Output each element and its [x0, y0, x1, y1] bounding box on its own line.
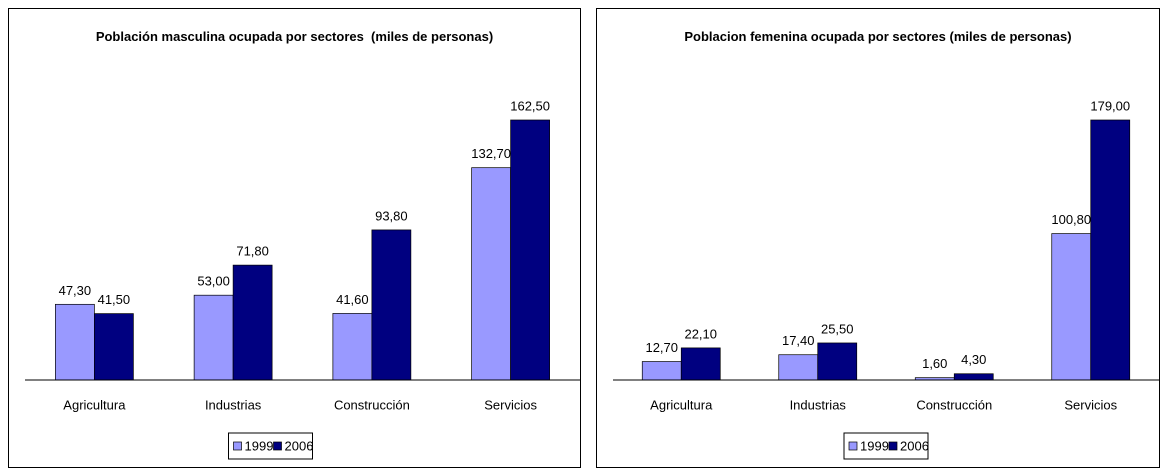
legend-box [228, 432, 313, 460]
data-label: 1,60 [922, 356, 947, 371]
chart: Agricultura 12,70 22,10 Industrias 17,40 25,5… [613, 98, 1159, 460]
bar [817, 342, 858, 381]
chart: Agricultura 47,30 41,50 Industrias 53,00 71,8… [25, 98, 580, 460]
chart-panel: Población masculina ocupada por sectores… [8, 8, 581, 468]
bar [193, 294, 234, 381]
chart-title: Población masculina ocupada por sectores… [95, 29, 494, 44]
legend-swatch [888, 441, 898, 451]
data-label: 71,80 [236, 244, 269, 259]
bar [1051, 233, 1092, 381]
legend-label: 2006 [285, 438, 314, 453]
bar [510, 119, 550, 381]
legend-swatch [233, 441, 242, 451]
legend-label: 1999 [245, 438, 274, 453]
legend-box [843, 432, 929, 460]
data-label: 93,80 [375, 208, 408, 223]
x-tick-label: Construcción [916, 397, 992, 412]
data-label: 12,70 [645, 340, 678, 355]
data-label: 132,70 [471, 146, 511, 161]
x-tick-label: Servicios [484, 397, 537, 412]
legend-swatch [273, 441, 282, 451]
x-tick-label: Industrias [790, 397, 847, 412]
bar [232, 264, 273, 381]
bar [953, 373, 994, 381]
chart-title: Poblacion femenina ocupada por sectores … [684, 29, 1072, 44]
data-label: 162,50 [510, 98, 550, 113]
legend-label: 2006 [900, 438, 929, 453]
bar [371, 229, 412, 381]
bar [471, 167, 511, 381]
data-label: 179,00 [1090, 98, 1130, 113]
bar [680, 347, 721, 381]
data-label: 41,60 [336, 292, 369, 307]
x-tick-label: Agricultura [63, 397, 126, 412]
bar [1090, 119, 1131, 381]
data-label: 4,30 [961, 352, 986, 367]
data-label: 22,10 [684, 326, 717, 341]
bar [332, 313, 373, 381]
x-tick-label: Construcción [334, 397, 410, 412]
legend-swatch [848, 441, 858, 451]
data-label: 100,80 [1051, 212, 1091, 227]
bar [641, 361, 682, 381]
data-label: 41,50 [98, 292, 131, 307]
chart-panel: Poblacion femenina ocupada por sectores … [596, 8, 1160, 468]
data-label: 53,00 [197, 274, 230, 289]
data-label: 25,50 [821, 321, 854, 336]
bar [55, 303, 95, 381]
bar [778, 354, 819, 381]
data-label: 47,30 [59, 283, 92, 298]
legend-label: 1999 [860, 438, 889, 453]
x-tick-label: Industrias [205, 397, 262, 412]
data-label: 17,40 [782, 333, 815, 348]
bar [94, 313, 134, 381]
x-tick-label: Servicios [1064, 397, 1117, 412]
x-tick-label: Agricultura [650, 397, 713, 412]
